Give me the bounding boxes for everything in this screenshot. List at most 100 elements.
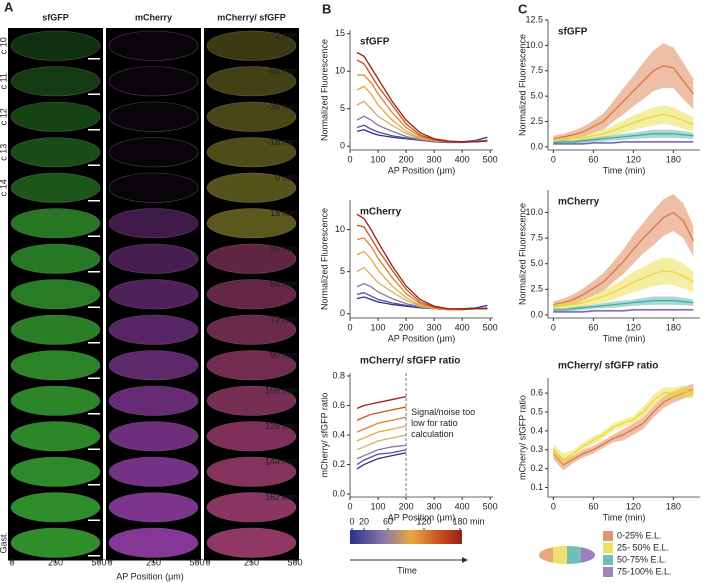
x-tick-label: 0: [9, 557, 14, 567]
y-tick-label: 5: [340, 103, 345, 113]
x-tick-label: 250: [244, 557, 259, 567]
x-tick-label: 500: [483, 322, 498, 332]
column-header: mCherry/ sfGFP: [217, 12, 286, 22]
x-axis-label: AP Position (μm): [116, 571, 184, 581]
x-axis-label: AP Position (μm): [388, 512, 456, 522]
x-axis-label: Time (min): [603, 512, 646, 522]
series-line: [356, 449, 407, 466]
legend-label: 75-100% E.L.: [617, 566, 672, 576]
colorbar-tick-label: 60: [383, 516, 393, 526]
legend-swatch: [603, 555, 613, 565]
series-line: [356, 434, 407, 451]
time-label: 0 min: [275, 172, 297, 182]
colorbar-tick-label: 180: [452, 516, 467, 526]
x-axis-label: AP Position (μm): [388, 333, 456, 343]
y-tick-label: 0: [340, 141, 345, 151]
column-header: sfGFP: [42, 12, 69, 22]
y-tick-label: 10: [335, 66, 345, 76]
embryo: [11, 66, 100, 96]
axis: [349, 30, 493, 151]
legend-swatch: [603, 531, 613, 541]
embryo: [109, 208, 198, 238]
chart-title: mCherry: [360, 207, 402, 218]
x-tick-label: 0: [551, 154, 556, 164]
embryo-outline: [206, 243, 297, 274]
x-tick-label: 500: [91, 557, 106, 567]
y-tick-label: 0.4: [530, 425, 543, 435]
chart-title: mCherry: [558, 197, 600, 208]
embryo: [11, 244, 100, 274]
chart-title: mCherry/ sfGFP ratio: [360, 356, 460, 367]
legend-swatch: [603, 567, 613, 577]
embryo-outline: [108, 172, 199, 203]
embryo: [109, 31, 198, 61]
y-tick-label: 0.4: [332, 429, 345, 439]
y-tick-label: 0: [340, 308, 345, 318]
series-line: [553, 65, 694, 140]
time-label: 90 min: [270, 350, 297, 360]
x-tick-label: 180: [666, 154, 681, 164]
x-tick-label: 0: [551, 322, 556, 332]
y-tick-label: 0.0: [530, 141, 543, 151]
error-band: [553, 385, 694, 465]
embryo: [11, 492, 100, 522]
embryo: [11, 173, 100, 203]
embryo: [109, 457, 198, 487]
y-tick-label: 0.0: [530, 309, 543, 319]
x-tick-label: 180: [666, 501, 681, 511]
legend-swatch: [603, 543, 613, 553]
cycle-label: c 13: [0, 144, 8, 161]
y-tick-label: 0.1: [530, 482, 543, 492]
embryo: [109, 173, 198, 203]
x-tick-label: 200: [399, 322, 414, 332]
time-label: -18 min: [267, 137, 297, 147]
x-tick-label: 250: [146, 557, 161, 567]
embryo: [109, 421, 198, 451]
x-axis-label: AP Position (μm): [388, 165, 456, 175]
time-label: -72 min: [267, 30, 297, 40]
x-tick-label: 120: [626, 501, 641, 511]
embryo: [11, 137, 100, 167]
time-label: 144 min: [265, 456, 297, 466]
y-tick-label: 10: [335, 224, 345, 234]
embryo: [11, 386, 100, 416]
x-tick-label: 300: [427, 322, 442, 332]
x-tick-label: 200: [399, 154, 414, 164]
x-tick-label: 400: [455, 501, 470, 511]
y-tick-label: 7.5: [530, 65, 543, 75]
y-tick-label: 15: [335, 28, 345, 38]
x-tick-label: 250: [48, 557, 63, 567]
x-tick-label: 0: [347, 501, 352, 511]
axis: [547, 20, 700, 151]
error-band: [553, 383, 694, 471]
embryo: [207, 386, 296, 416]
series-line: [553, 211, 694, 306]
embryo: [207, 315, 296, 345]
x-tick-label: 300: [427, 154, 442, 164]
embryo-outline: [108, 66, 199, 97]
cycle-label: c 10: [0, 37, 8, 54]
y-tick-label: 7.5: [530, 233, 543, 243]
y-axis-label: mCherry/ sfGFP ratio: [517, 395, 527, 480]
embryo-outline: [206, 137, 297, 168]
embryo: [11, 279, 100, 309]
panel-letter: B: [322, 1, 331, 16]
embryo-outline: [206, 172, 297, 203]
x-tick-label: 500: [483, 154, 498, 164]
series-line: [356, 395, 407, 410]
x-tick-label: 60: [588, 501, 598, 511]
series-line: [356, 224, 488, 311]
legend-label: 25- 50% E.L.: [617, 542, 669, 552]
embryo: [109, 386, 198, 416]
embryo: [207, 279, 296, 309]
x-tick-label: 100: [371, 501, 386, 511]
embryo: [207, 492, 296, 522]
series-line: [552, 390, 694, 460]
chart-title: sfGFP: [360, 37, 390, 48]
legend-label: 50-75% E.L.: [617, 554, 667, 564]
y-axis-label: mCherry/ sfGFP ratio: [319, 393, 329, 478]
x-tick-label: 100: [371, 154, 386, 164]
embryo-outline: [108, 208, 199, 239]
x-tick-label: 0: [107, 557, 112, 567]
embryo: [207, 350, 296, 380]
